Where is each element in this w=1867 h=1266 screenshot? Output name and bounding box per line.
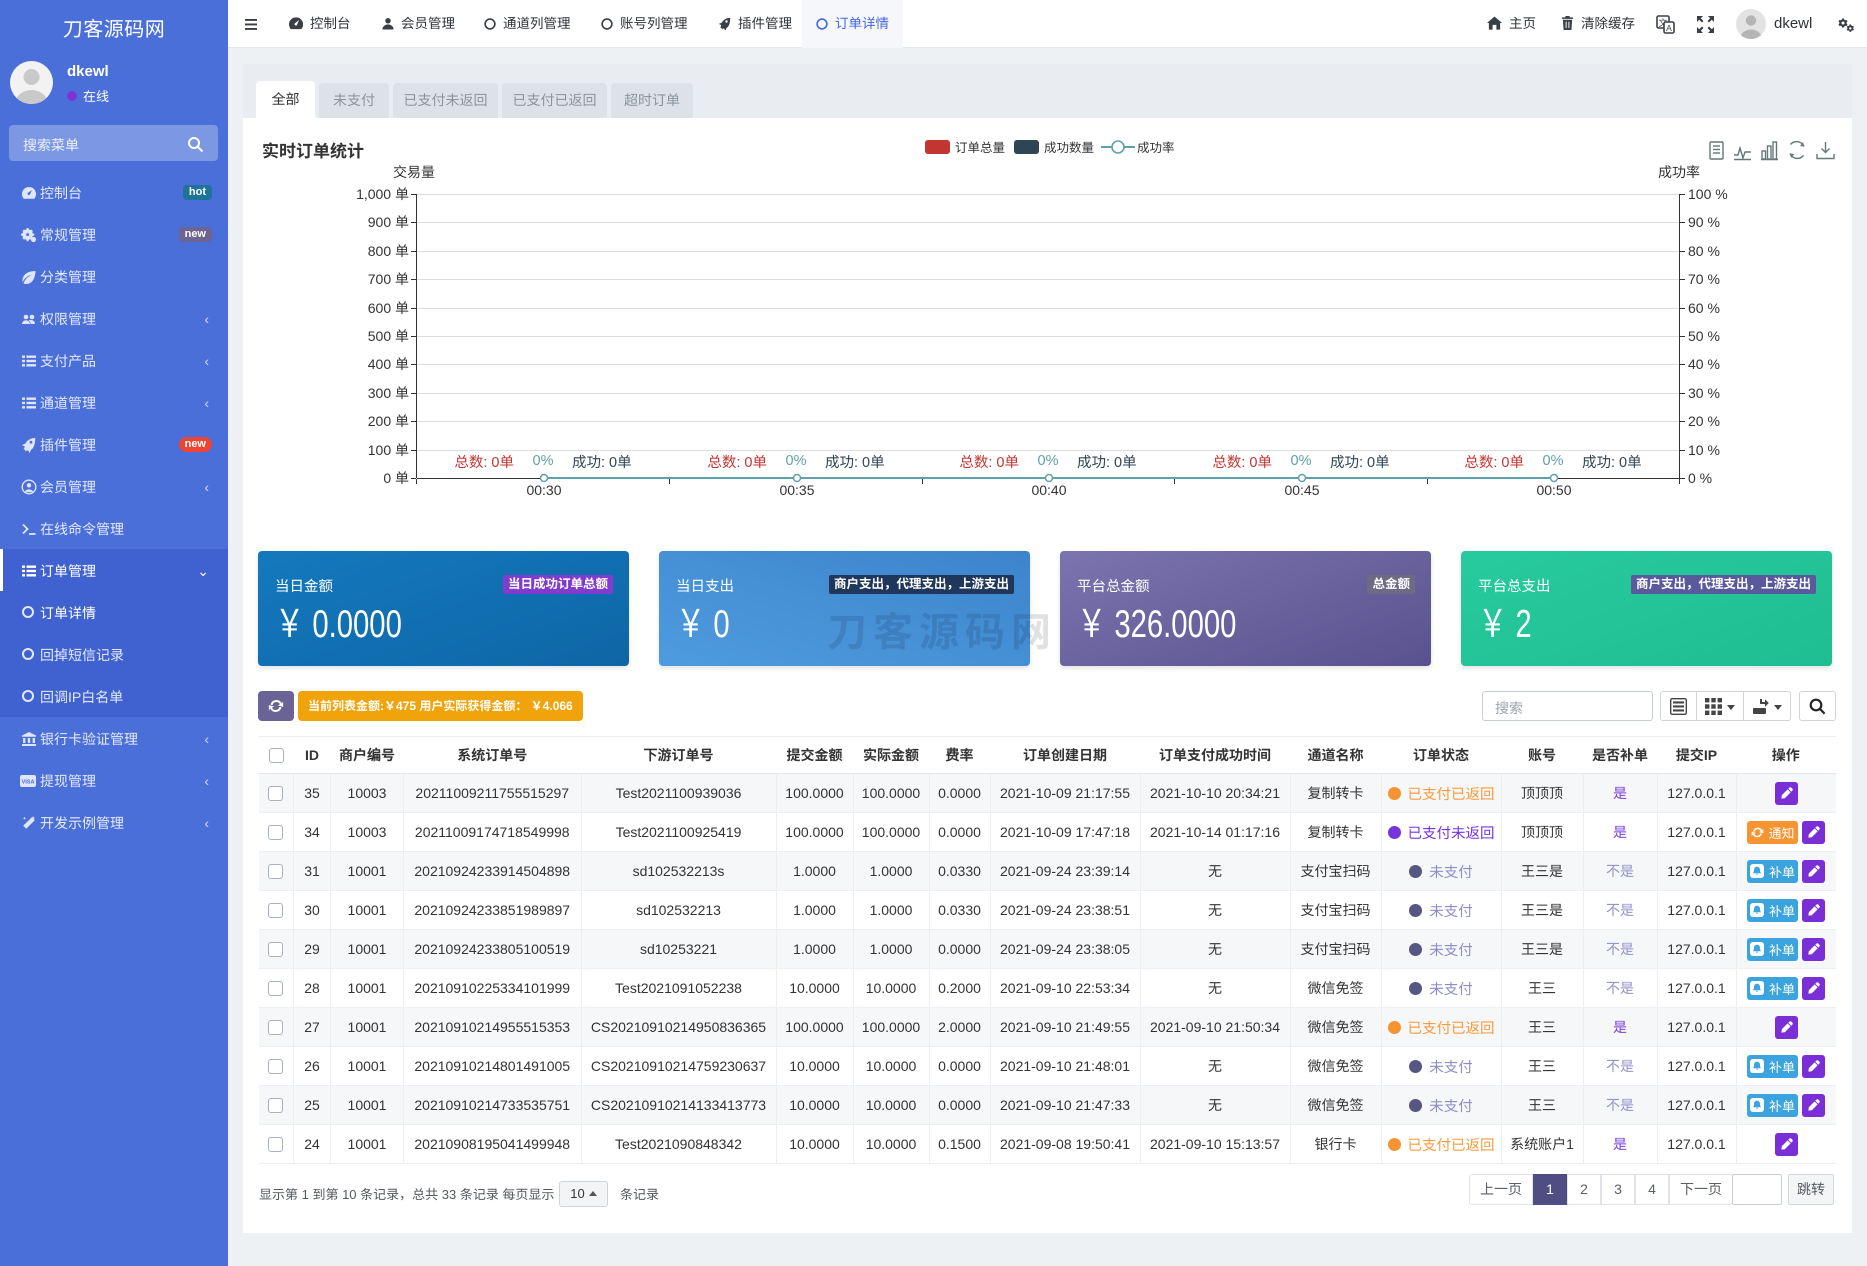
svg-text:总数: 0单: 总数: 0单 <box>959 454 1019 471</box>
svg-text:0%: 0% <box>1038 453 1059 469</box>
svg-text:成功: 0单: 成功: 0单 <box>572 454 632 471</box>
svg-text:60 %: 60 % <box>1688 300 1720 316</box>
svg-text:50 %: 50 % <box>1688 328 1720 344</box>
svg-text:0 单: 0 单 <box>383 470 409 486</box>
svg-text:0%: 0% <box>533 453 554 469</box>
svg-text:40 %: 40 % <box>1688 356 1720 372</box>
svg-text:200 单: 200 单 <box>368 413 409 429</box>
svg-text:总数: 0单: 总数: 0单 <box>707 454 767 471</box>
svg-text:100 单: 100 单 <box>368 442 409 458</box>
svg-text:成功率: 成功率 <box>1137 141 1175 155</box>
svg-text:0%: 0% <box>1291 453 1312 469</box>
svg-text:0 %: 0 % <box>1688 470 1712 486</box>
svg-text:600 单: 600 单 <box>368 300 409 316</box>
svg-text:总数: 0单: 总数: 0单 <box>1212 454 1272 471</box>
svg-text:成功: 0单: 成功: 0单 <box>1077 454 1137 471</box>
svg-text:成功率: 成功率 <box>1658 164 1700 180</box>
svg-text:500 单: 500 单 <box>368 328 409 344</box>
svg-text:70 %: 70 % <box>1688 271 1720 287</box>
svg-text:VISA: VISA <box>22 780 35 786</box>
svg-text:A: A <box>1666 23 1672 33</box>
svg-text:0%: 0% <box>1543 453 1564 469</box>
svg-text:成功: 0单: 成功: 0单 <box>1582 454 1642 471</box>
svg-text:100 %: 100 % <box>1688 186 1728 202</box>
svg-text:交易量: 交易量 <box>393 164 435 180</box>
svg-text:80 %: 80 % <box>1688 243 1720 259</box>
svg-text:30 %: 30 % <box>1688 385 1720 401</box>
svg-text:文: 文 <box>1658 17 1667 28</box>
svg-text:800 单: 800 单 <box>368 243 409 259</box>
svg-text:00:40: 00:40 <box>1031 482 1066 498</box>
svg-text:400 单: 400 单 <box>368 356 409 372</box>
svg-text:成功: 0单: 成功: 0单 <box>1330 454 1390 471</box>
svg-text:300 单: 300 单 <box>368 385 409 401</box>
svg-text:00:50: 00:50 <box>1536 482 1571 498</box>
svg-text:成功: 0单: 成功: 0单 <box>825 454 885 471</box>
svg-text:成功数量: 成功数量 <box>1044 141 1094 155</box>
svg-text:总数: 0单: 总数: 0单 <box>1464 454 1524 471</box>
svg-text:700 单: 700 单 <box>368 271 409 287</box>
svg-text:90 %: 90 % <box>1688 214 1720 230</box>
svg-text:总数: 0单: 总数: 0单 <box>454 454 514 471</box>
svg-text:订单总量: 订单总量 <box>955 141 1005 155</box>
svg-text:00:35: 00:35 <box>779 482 814 498</box>
svg-text:00:45: 00:45 <box>1284 482 1319 498</box>
svg-text:900 单: 900 单 <box>368 214 409 230</box>
svg-text:00:30: 00:30 <box>526 482 561 498</box>
svg-text:1,000 单: 1,000 单 <box>356 186 409 202</box>
svg-text:0%: 0% <box>786 453 807 469</box>
svg-text:10 %: 10 % <box>1688 442 1720 458</box>
svg-text:20 %: 20 % <box>1688 413 1720 429</box>
